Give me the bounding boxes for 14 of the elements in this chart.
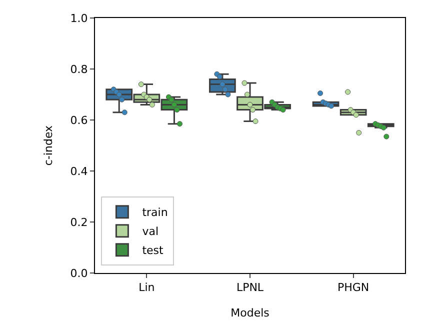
y-axis-title: c-index bbox=[42, 124, 55, 166]
legend-label: train bbox=[142, 206, 168, 220]
y-tick-label: 0.6 bbox=[70, 114, 88, 127]
legend-label: test bbox=[142, 244, 164, 258]
x-tick-label: Lin bbox=[138, 281, 155, 294]
y-tick-label: 1.0 bbox=[70, 12, 88, 25]
x-tick-label: PHGN bbox=[337, 281, 370, 294]
y-tick-label: 0.4 bbox=[70, 164, 88, 178]
legend-label: val bbox=[142, 225, 159, 238]
x-axis-title: Models bbox=[230, 306, 270, 320]
x-tick-label: LPNL bbox=[236, 281, 264, 294]
y-tick-label: 0.0 bbox=[70, 266, 88, 280]
y-tick-label: 0.2 bbox=[70, 216, 88, 229]
y-tick-label: 0.8 bbox=[70, 62, 88, 76]
